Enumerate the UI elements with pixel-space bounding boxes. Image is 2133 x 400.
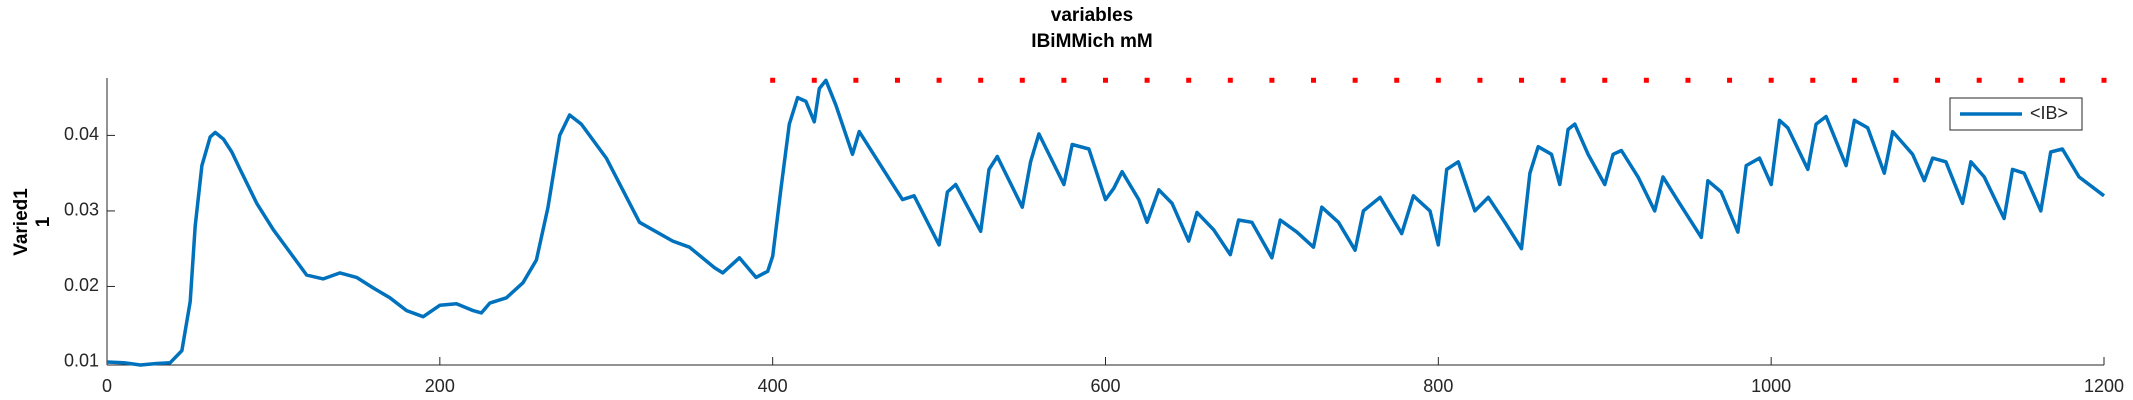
marker xyxy=(936,77,942,83)
data-line xyxy=(106,78,2106,367)
y-tick-label: 0.03 xyxy=(64,200,99,220)
marker xyxy=(1935,77,1941,83)
marker xyxy=(1893,77,1899,83)
x-tick-label: 200 xyxy=(425,376,455,396)
marker xyxy=(1519,77,1525,83)
y-axis-label: Varied1 xyxy=(11,188,32,256)
marker xyxy=(1768,77,1774,83)
marker xyxy=(1602,77,1608,83)
x-tick-label: 400 xyxy=(758,376,788,396)
marker xyxy=(1643,77,1649,83)
marker xyxy=(1851,77,1857,83)
chart-subtitle: IBiMMich mM xyxy=(1031,31,1152,52)
marker xyxy=(1810,77,1816,83)
marker xyxy=(1019,77,1025,83)
marker xyxy=(1227,77,1233,83)
marker xyxy=(853,77,859,83)
x-tick-label: 1200 xyxy=(2084,376,2124,396)
marker xyxy=(1727,77,1733,83)
marker xyxy=(1560,77,1566,83)
legend-label: <IB> xyxy=(2030,103,2068,123)
y-axis-title: Varied1 1 xyxy=(11,188,54,256)
marker xyxy=(1144,77,1150,83)
marker xyxy=(1685,77,1691,83)
marker xyxy=(1477,77,1483,83)
marker xyxy=(811,77,817,83)
marker xyxy=(1269,77,1275,83)
x-tick-label: 1000 xyxy=(1751,376,1791,396)
x-tick-label: 600 xyxy=(1090,376,1120,396)
marker xyxy=(1394,77,1400,83)
marker xyxy=(2018,77,2024,83)
y-tick-label: 0.01 xyxy=(64,351,99,371)
marker xyxy=(978,77,984,83)
y-tick-label: 0.02 xyxy=(64,275,99,295)
marker xyxy=(894,77,900,83)
marker xyxy=(1435,77,1441,83)
marker xyxy=(1061,77,1067,83)
marker xyxy=(1976,77,1982,83)
marker xyxy=(1352,77,1358,83)
chart-title: variables xyxy=(1051,5,1133,26)
marker xyxy=(2059,77,2065,83)
marker xyxy=(770,77,776,83)
x-tick-label: 800 xyxy=(1423,376,1453,396)
x-tick-label: 0 xyxy=(102,376,112,396)
y-tick-label: 0.04 xyxy=(64,124,99,144)
marker xyxy=(1186,77,1192,83)
marker xyxy=(2101,77,2107,83)
marker xyxy=(1311,77,1317,83)
y-axis-label: 1 xyxy=(33,216,54,227)
marker xyxy=(1103,77,1108,83)
